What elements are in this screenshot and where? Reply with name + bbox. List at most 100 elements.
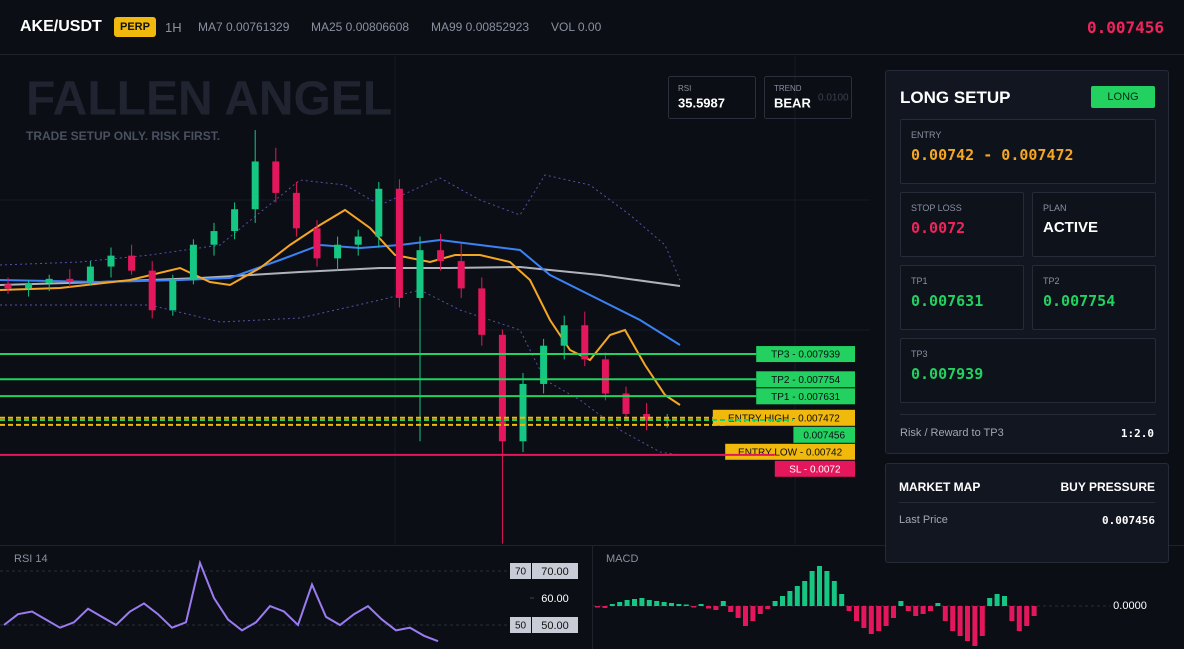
candle-body <box>251 161 259 210</box>
macd-bar <box>735 606 741 618</box>
macd-bar <box>809 571 815 606</box>
macd-bar <box>824 571 830 606</box>
candle-body <box>540 345 548 384</box>
y-tick-label: 0.0000 <box>1113 600 1147 612</box>
macd-bar <box>898 601 904 606</box>
candle-body <box>45 278 53 283</box>
last-price: 0.007456 <box>1086 17 1164 37</box>
candle-body <box>395 188 403 298</box>
candle-body <box>519 383 527 442</box>
candle-body <box>643 413 651 421</box>
candle-body <box>457 261 465 289</box>
candle-body <box>292 192 300 229</box>
rr-label: Risk / Reward to TP3 <box>900 427 1004 439</box>
macd-bar <box>950 606 956 631</box>
tp2-card: TP2 0.007754 <box>1032 265 1156 330</box>
y-tick-box <box>532 563 578 579</box>
candle-body <box>4 284 12 289</box>
macd-bar <box>817 566 822 606</box>
y-tick-label: 60.00 <box>541 593 569 605</box>
candle-body <box>601 359 609 394</box>
level-label: ENTRY LOW - 0.00742 <box>738 447 843 458</box>
divider <box>899 502 1155 503</box>
market-status: BUY PRESSURE <box>1060 480 1155 494</box>
y-tick-label: 70.00 <box>541 566 569 578</box>
rsi-level-label: 70 <box>515 567 527 578</box>
level-label: TP3 - 0.007939 <box>771 350 840 361</box>
y-tick-label: 50.00 <box>541 620 569 632</box>
macd-bar <box>957 606 963 636</box>
macd-bar <box>676 604 682 606</box>
y-tick-box <box>532 617 578 633</box>
macd-bar <box>654 601 660 606</box>
card-label: PLAN <box>1043 203 1067 213</box>
card-value: 0.00742 - 0.007472 <box>911 146 1074 164</box>
card-value: 0.007631 <box>911 292 984 310</box>
bollinger-lower <box>0 289 681 456</box>
candle-body <box>272 161 280 193</box>
macd-bar <box>987 598 993 606</box>
card-label: STOP LOSS <box>911 203 962 213</box>
card-label: TP1 <box>911 276 928 286</box>
last-price-label: Last Price <box>899 514 948 526</box>
last-price-value: 0.007456 <box>1102 514 1155 527</box>
level-label: ENTRY HIGH - 0.007472 <box>728 413 840 424</box>
level-tag <box>756 388 855 405</box>
macd-bar <box>713 606 719 610</box>
card-label: ENTRY <box>911 130 942 140</box>
setup-title: LONG SETUP <box>900 88 1011 107</box>
macd-bar <box>831 581 837 606</box>
level-label: TP2 - 0.007754 <box>771 375 840 386</box>
macd-bar <box>787 591 793 606</box>
macd-bar <box>624 600 630 606</box>
setup-panel: LONG SETUP LONG ENTRY 0.00742 - 0.007472… <box>885 70 1169 454</box>
indicator: MA25 0.00806608 <box>311 20 410 34</box>
rsi-level-tag <box>510 617 531 633</box>
macd-bar <box>1016 606 1022 631</box>
candle-body <box>107 255 115 267</box>
header: AKE/USDT PERP 1H MA7 0.00761329 MA25 0.0… <box>0 0 1184 55</box>
candle-body <box>375 188 383 237</box>
macd-bar <box>691 606 697 608</box>
tagline: TRADE SETUP ONLY. RISK FIRST. <box>26 129 220 143</box>
macd-bar <box>639 598 645 606</box>
interval[interactable]: 1H <box>165 19 182 35</box>
macd-bar <box>839 594 845 606</box>
candles <box>4 130 671 544</box>
level-label: 0.007456 <box>803 430 845 441</box>
entry-card: ENTRY 0.00742 - 0.007472 <box>900 119 1156 184</box>
macd-bar <box>876 606 882 631</box>
rsi-title: RSI 14 <box>14 553 48 565</box>
level-label: TP1 - 0.007631 <box>771 392 840 403</box>
rsi-box-value: 35.5987 <box>678 95 725 110</box>
macd-bar <box>750 606 756 621</box>
macd-bar <box>935 603 941 606</box>
level-tag <box>756 346 855 363</box>
perp-badge: PERP <box>114 17 156 37</box>
tp1-card: TP1 0.007631 <box>900 265 1024 330</box>
rsi-level-label: 50 <box>515 621 527 632</box>
market-map-title: MARKET MAP <box>899 480 981 494</box>
macd-bar <box>979 606 985 636</box>
macd-bar <box>720 601 726 606</box>
rsi-box <box>668 76 756 119</box>
market-map-panel: MARKET MAP BUY PRESSURE Last Price 0.007… <box>885 463 1169 563</box>
trend-box <box>764 76 852 119</box>
macd-bar <box>728 606 734 612</box>
candle-body <box>66 278 74 282</box>
candle-body <box>437 250 445 262</box>
macd-bar <box>772 601 778 606</box>
macd-bar <box>868 606 874 634</box>
macd-bar <box>802 581 808 606</box>
plan-card: PLAN ACTIVE <box>1032 192 1156 257</box>
indicator: MA7 0.00761329 <box>198 20 290 34</box>
macd-bar <box>1024 606 1030 626</box>
indicator: MA99 0.00852923 <box>431 20 530 34</box>
candle-body <box>210 231 218 245</box>
card-value: 0.0072 <box>911 219 966 237</box>
rr-value: 1:2.0 <box>1120 427 1154 440</box>
stop-card: STOP LOSS 0.0072 <box>900 192 1024 257</box>
level-label: SL - 0.0072 <box>789 464 841 475</box>
macd-bar <box>846 606 852 611</box>
macd-bar <box>965 606 970 641</box>
